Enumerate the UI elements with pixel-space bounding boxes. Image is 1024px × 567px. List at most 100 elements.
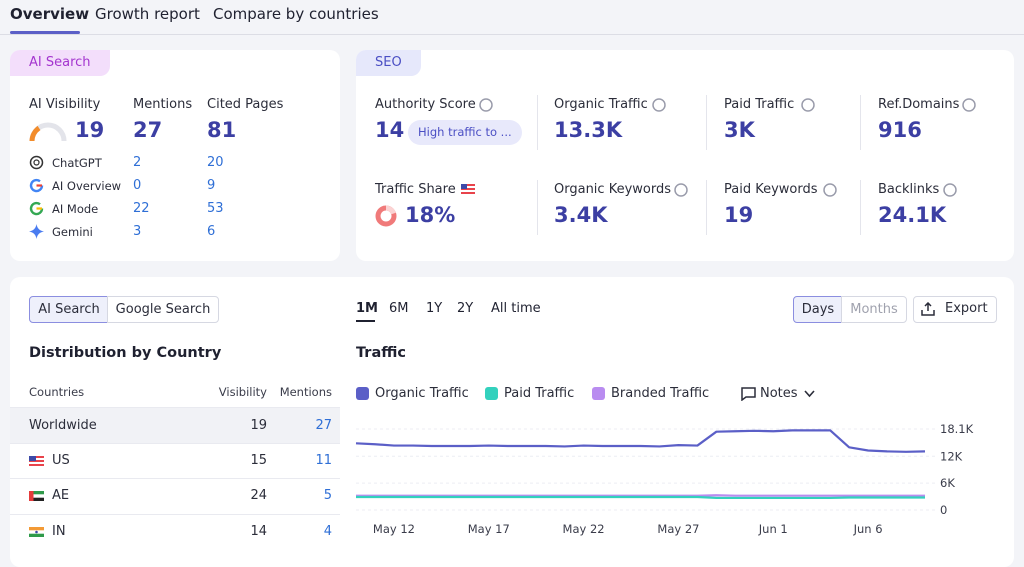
series-line xyxy=(356,430,925,451)
row-divider xyxy=(10,407,340,408)
metric-value: 19 xyxy=(75,118,104,142)
notes-button[interactable]: Notes xyxy=(760,386,798,401)
granularity-button[interactable]: Days xyxy=(793,296,843,323)
metric-label: Authority Score xyxy=(375,97,476,112)
country: AE xyxy=(52,488,69,503)
x-tick-label: May 12 xyxy=(373,522,415,536)
info-icon xyxy=(652,98,666,112)
source-mentions: 0 xyxy=(133,178,141,193)
google-icon xyxy=(29,201,44,216)
page: Overview Growth report Compare by countr… xyxy=(0,0,1024,548)
column-header: Countries xyxy=(29,385,84,399)
legend-checkbox[interactable] xyxy=(356,387,369,400)
divider xyxy=(537,95,538,150)
metric-value: 27 xyxy=(133,118,162,142)
us-flag xyxy=(29,456,44,466)
gauge-icon xyxy=(28,121,68,143)
metric-value: 14 xyxy=(375,118,404,142)
export-label[interactable]: Export xyxy=(945,301,988,316)
x-tick-label: May 17 xyxy=(468,522,510,536)
row-divider xyxy=(10,443,340,444)
divider xyxy=(537,180,538,235)
info-icon xyxy=(823,183,837,197)
metric-label: Organic Keywords xyxy=(554,182,671,197)
row-divider xyxy=(10,478,340,479)
column-header: Visibility xyxy=(219,385,267,399)
chart-title: Traffic xyxy=(356,345,406,361)
divider xyxy=(860,95,861,150)
notes-icon xyxy=(741,387,756,401)
info-icon xyxy=(801,98,815,112)
period-tab[interactable]: 2Y xyxy=(457,301,473,316)
visibility: 19 xyxy=(250,418,267,433)
country: IN xyxy=(52,524,66,539)
section-title: Distribution by Country xyxy=(29,345,221,361)
info-icon xyxy=(674,183,688,197)
period-tab[interactable]: 1Y xyxy=(426,301,442,316)
y-tick-label: 18.1K xyxy=(940,422,974,436)
source-mentions: 2 xyxy=(133,155,141,170)
metric-value: 916 xyxy=(878,118,922,142)
metric-label: AI Visibility xyxy=(29,97,100,112)
visibility: 14 xyxy=(250,524,267,539)
legend-checkbox[interactable] xyxy=(592,387,605,400)
mentions: 5 xyxy=(324,488,332,503)
source-cited: 9 xyxy=(207,178,215,193)
export-icon xyxy=(921,302,935,316)
info-icon xyxy=(943,183,957,197)
y-tick-label: 0 xyxy=(940,503,947,517)
legend-label[interactable]: Paid Traffic xyxy=(504,386,574,401)
y-tick-label: 6K xyxy=(940,476,955,490)
granularity-button[interactable]: Months xyxy=(841,296,907,323)
tab[interactable]: Growth report xyxy=(95,5,200,23)
period-tab[interactable]: All time xyxy=(491,301,541,316)
info-icon xyxy=(479,98,493,112)
mentions: 27 xyxy=(315,418,332,433)
legend-label[interactable]: Organic Traffic xyxy=(375,386,469,401)
metric-label: Backlinks xyxy=(878,182,939,197)
chevron-icon xyxy=(804,390,815,398)
source-name: AI Mode xyxy=(52,202,98,216)
note-pill[interactable]: High traffic to ... xyxy=(408,120,522,145)
period-tab[interactable]: 6M xyxy=(389,301,409,316)
country: US xyxy=(52,453,70,468)
toggle-button[interactable]: Google Search xyxy=(107,296,219,323)
tabs-divider xyxy=(0,34,1024,35)
x-tick-label: May 22 xyxy=(563,522,605,536)
metric-value: 3K xyxy=(724,118,755,142)
legend-label[interactable]: Branded Traffic xyxy=(611,386,709,401)
row-divider xyxy=(10,514,340,515)
badge: AI Search xyxy=(10,50,110,76)
metric-label: Organic Traffic xyxy=(554,97,648,112)
metric-value: 81 xyxy=(207,118,236,142)
metric-label: Mentions xyxy=(133,97,192,112)
metric-label: Traffic Share xyxy=(375,182,456,197)
tab[interactable]: Compare by countries xyxy=(213,5,379,23)
series-line xyxy=(356,497,925,498)
chatgpt-icon xyxy=(29,155,44,170)
divider xyxy=(706,180,707,235)
tab[interactable]: Overview xyxy=(10,5,89,23)
gemini-icon xyxy=(29,224,44,239)
source-cited: 6 xyxy=(207,224,215,239)
donut-icon xyxy=(375,205,397,227)
period-tab[interactable]: 1M xyxy=(356,301,378,316)
metric-value: 19 xyxy=(724,203,753,227)
mentions: 11 xyxy=(315,453,332,468)
source-name: Gemini xyxy=(52,225,93,239)
metric-label: Cited Pages xyxy=(207,97,283,112)
legend-checkbox[interactable] xyxy=(485,387,498,400)
mentions: 4 xyxy=(324,524,332,539)
metric-value: 3.4K xyxy=(554,203,607,227)
y-tick-label: 12K xyxy=(940,449,963,463)
toggle-button[interactable]: AI Search xyxy=(29,296,109,323)
source-cited: 20 xyxy=(207,155,224,170)
visibility: 24 xyxy=(250,488,267,503)
metric-label: Paid Traffic xyxy=(724,97,794,112)
ae-flag xyxy=(29,491,44,501)
divider xyxy=(860,180,861,235)
us-flag xyxy=(461,184,475,194)
column-header: Mentions xyxy=(280,385,332,399)
metric-value: 13.3K xyxy=(554,118,622,142)
